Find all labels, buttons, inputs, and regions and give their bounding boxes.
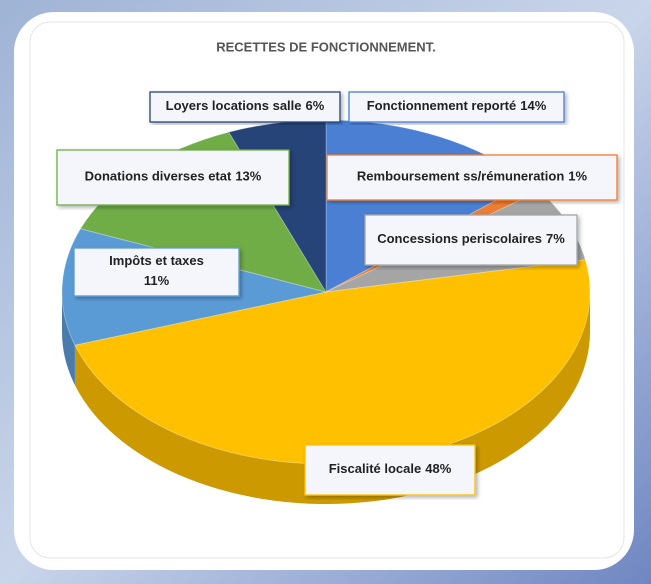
slice-side [62,292,75,386]
data-label: Impôts et taxes 11% [109,253,204,288]
chart-title: RECETTES DE FONCTIONNEMENT. [216,39,436,54]
label-value: 13% [235,169,261,184]
label-box [149,91,341,123]
label-name: Loyers locations salle [166,98,302,113]
label-value: 1% [568,169,587,184]
data-label: Loyers locations salle 6% [166,98,325,113]
data-label: Donations diverses etat 13% [85,169,262,184]
data-label: Concessions periscolaires 7% [377,231,565,246]
label-name: Fiscalité locale [329,461,422,476]
label-box [304,444,476,496]
label-name: Concessions periscolaires [377,231,542,246]
label-box [73,247,240,297]
label-value: 7% [546,231,565,246]
label-value: 48% [425,461,451,476]
labels: Fonctionnement reporté 14% Remboursement s… [56,91,618,496]
label-name: Donations diverses etat [85,169,232,184]
label-name: Remboursement ss/rémuneration [357,169,564,184]
label-box [56,149,290,206]
label-box [348,91,565,123]
data-label: Fonctionnement reporté 14% [367,98,547,113]
label-value: 11% [144,273,170,288]
label-box [326,154,618,201]
label-value: 14% [520,98,546,113]
label-value: 6% [306,98,325,113]
label-box [364,214,578,266]
data-label: Fiscalité locale 48% [329,461,452,476]
data-label: Remboursement ss/rémuneration 1% [357,169,588,184]
label-name: Fonctionnement reporté [367,98,517,113]
label-name: Impôts et taxes [109,253,204,268]
